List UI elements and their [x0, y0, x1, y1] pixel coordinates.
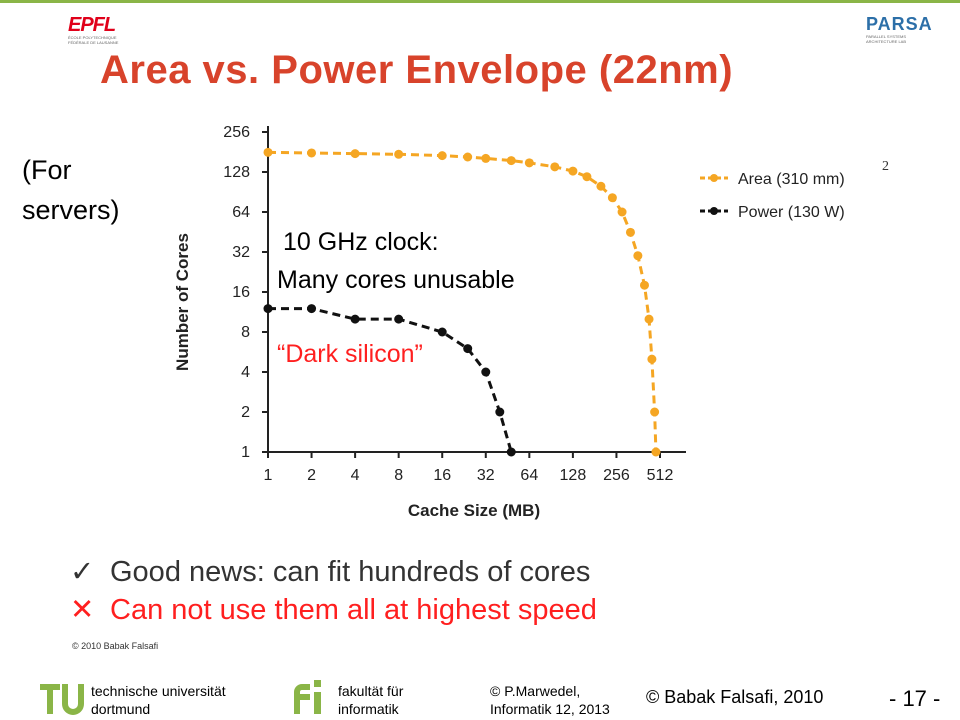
x-tick-label: 4 — [351, 467, 360, 484]
y-tick-label: 8 — [241, 324, 250, 341]
series-area-point — [463, 152, 473, 162]
bullet-good-news-text: Good news: can fit hundreds of cores — [110, 556, 591, 588]
series-area-point — [596, 181, 606, 191]
author-credit: © P.Marwedel, Informatik 12, 2013 — [490, 682, 610, 718]
series-power-line — [268, 307, 513, 453]
tu-logo-icon — [40, 684, 84, 715]
x-tick-label: 64 — [520, 467, 538, 484]
parsa-logo-text: PARSA — [866, 14, 933, 34]
check-icon: ✓ — [70, 556, 95, 588]
series-area-point — [263, 147, 273, 157]
university-line1: technische universität — [91, 683, 226, 699]
epfl-logo-subtext: ÉCOLE POLYTECHNIQUE FÉDÉRALE DE LAUSANNE — [68, 35, 119, 45]
dark-silicon-label: “Dark silicon” — [277, 340, 423, 368]
legend-area-superscript: 2 — [882, 159, 889, 174]
chart-copyright: © 2010 Babak Falsafi — [72, 641, 159, 651]
author-line1: © P.Marwedel, — [490, 683, 581, 699]
footer-copyright: © Babak Falsafi, 2010 — [646, 687, 824, 707]
footer: technische universität dortmund fakultät… — [0, 672, 960, 720]
series-power-point — [495, 407, 505, 417]
page-number: - 17 - — [889, 686, 941, 711]
bullet-good-news: ✓ Good news: can fit hundreds of cores — [70, 554, 590, 589]
faculty-line1: fakultät für — [338, 683, 404, 699]
series-area-point — [350, 149, 360, 159]
side-note-line1: (For — [22, 155, 72, 185]
series-area-point — [307, 148, 317, 158]
parsa-logo-subtext: PARALLEL SYSTEMS ARCHITECTURE LAB — [866, 34, 907, 44]
bullet-bad-news: ✕ Can not use them all at highest speed — [70, 592, 597, 627]
author-line2: Informatik 12, 2013 — [490, 701, 610, 717]
series-area-point — [481, 153, 491, 163]
legend-area-marker — [710, 174, 718, 182]
y-tick-label: 128 — [223, 164, 250, 181]
series-area-point — [607, 193, 617, 203]
y-tick-label: 256 — [223, 124, 250, 141]
legend-power-marker — [710, 207, 718, 215]
series-area-point — [506, 156, 516, 166]
series-area-point — [647, 354, 657, 364]
series-power-point — [481, 367, 491, 377]
area-power-chart: 1 2 4 8 16 32 64 128 256 1 2 4 8 16 32 64 128 256 512 Cache… — [173, 124, 889, 520]
legend-area-label: Area (310 mm) — [738, 171, 845, 188]
series-area-point — [644, 314, 654, 324]
series-area-point — [550, 162, 560, 172]
legend-power-label: Power (130 W) — [738, 204, 845, 221]
x-tick-label: 128 — [560, 467, 587, 484]
series-power-point — [437, 327, 447, 337]
fi-logo-icon — [294, 680, 321, 714]
x-tick-label: 2 — [307, 467, 316, 484]
series-area-point — [639, 280, 649, 290]
y-axis-label: Number of Cores — [173, 233, 192, 371]
faculty-line2: informatik — [338, 701, 399, 717]
epfl-logo: EPFL ÉCOLE POLYTECHNIQUE FÉDÉRALE DE LAU… — [68, 14, 134, 50]
series-power-point — [506, 447, 516, 457]
series-area-point — [633, 251, 643, 261]
series-area-line — [267, 150, 658, 453]
series-power-point — [307, 304, 317, 314]
side-note-line2: servers) — [22, 195, 120, 225]
side-note: (For servers) — [22, 150, 120, 230]
bullet-bad-news-text: Can not use them all at highest speed — [110, 594, 597, 626]
clock-annotation-line1: 10 GHz clock: — [283, 228, 439, 256]
x-tick-label: 8 — [394, 467, 403, 484]
x-axis-label: Cache Size (MB) — [408, 501, 540, 520]
series-area-point — [617, 207, 627, 217]
y-tick-label: 16 — [232, 284, 250, 301]
series-area-point — [524, 158, 534, 168]
x-tick-label: 256 — [603, 467, 630, 484]
clock-annotation-line2: Many cores unusable — [277, 266, 515, 294]
top-accent-line — [0, 0, 960, 3]
series-area-point — [582, 172, 592, 182]
epfl-logo-text: EPFL — [68, 14, 116, 36]
slide-title: Area vs. Power Envelope (22nm) — [100, 48, 734, 92]
series-area-point — [650, 407, 660, 417]
y-tick-label: 32 — [232, 244, 250, 261]
series-area-point — [651, 447, 661, 457]
x-tick-label: 512 — [647, 467, 674, 484]
y-tick-label: 1 — [241, 444, 250, 461]
y-tick-label: 64 — [232, 204, 250, 221]
y-tick-label: 4 — [241, 364, 250, 381]
series-power-point — [350, 314, 360, 324]
parsa-logo: PARSA PARALLEL SYSTEMS ARCHITECTURE LAB — [866, 14, 932, 50]
faculty-name: fakultät für informatik — [338, 682, 403, 718]
x-tick-label: 16 — [433, 467, 451, 484]
series-area-point — [394, 149, 404, 159]
series-area-point — [625, 227, 635, 237]
x-tick-label: 32 — [477, 467, 495, 484]
cross-icon: ✕ — [70, 594, 95, 626]
series-power-point — [463, 344, 473, 354]
university-line2: dortmund — [91, 701, 151, 717]
series-area-point — [568, 166, 578, 176]
y-tick-label: 2 — [241, 404, 250, 421]
series-power-point — [394, 314, 404, 324]
university-name: technische universität dortmund — [91, 682, 226, 718]
series-area-point — [437, 151, 447, 161]
x-tick-label: 1 — [264, 467, 273, 484]
series-power-point — [263, 304, 273, 314]
